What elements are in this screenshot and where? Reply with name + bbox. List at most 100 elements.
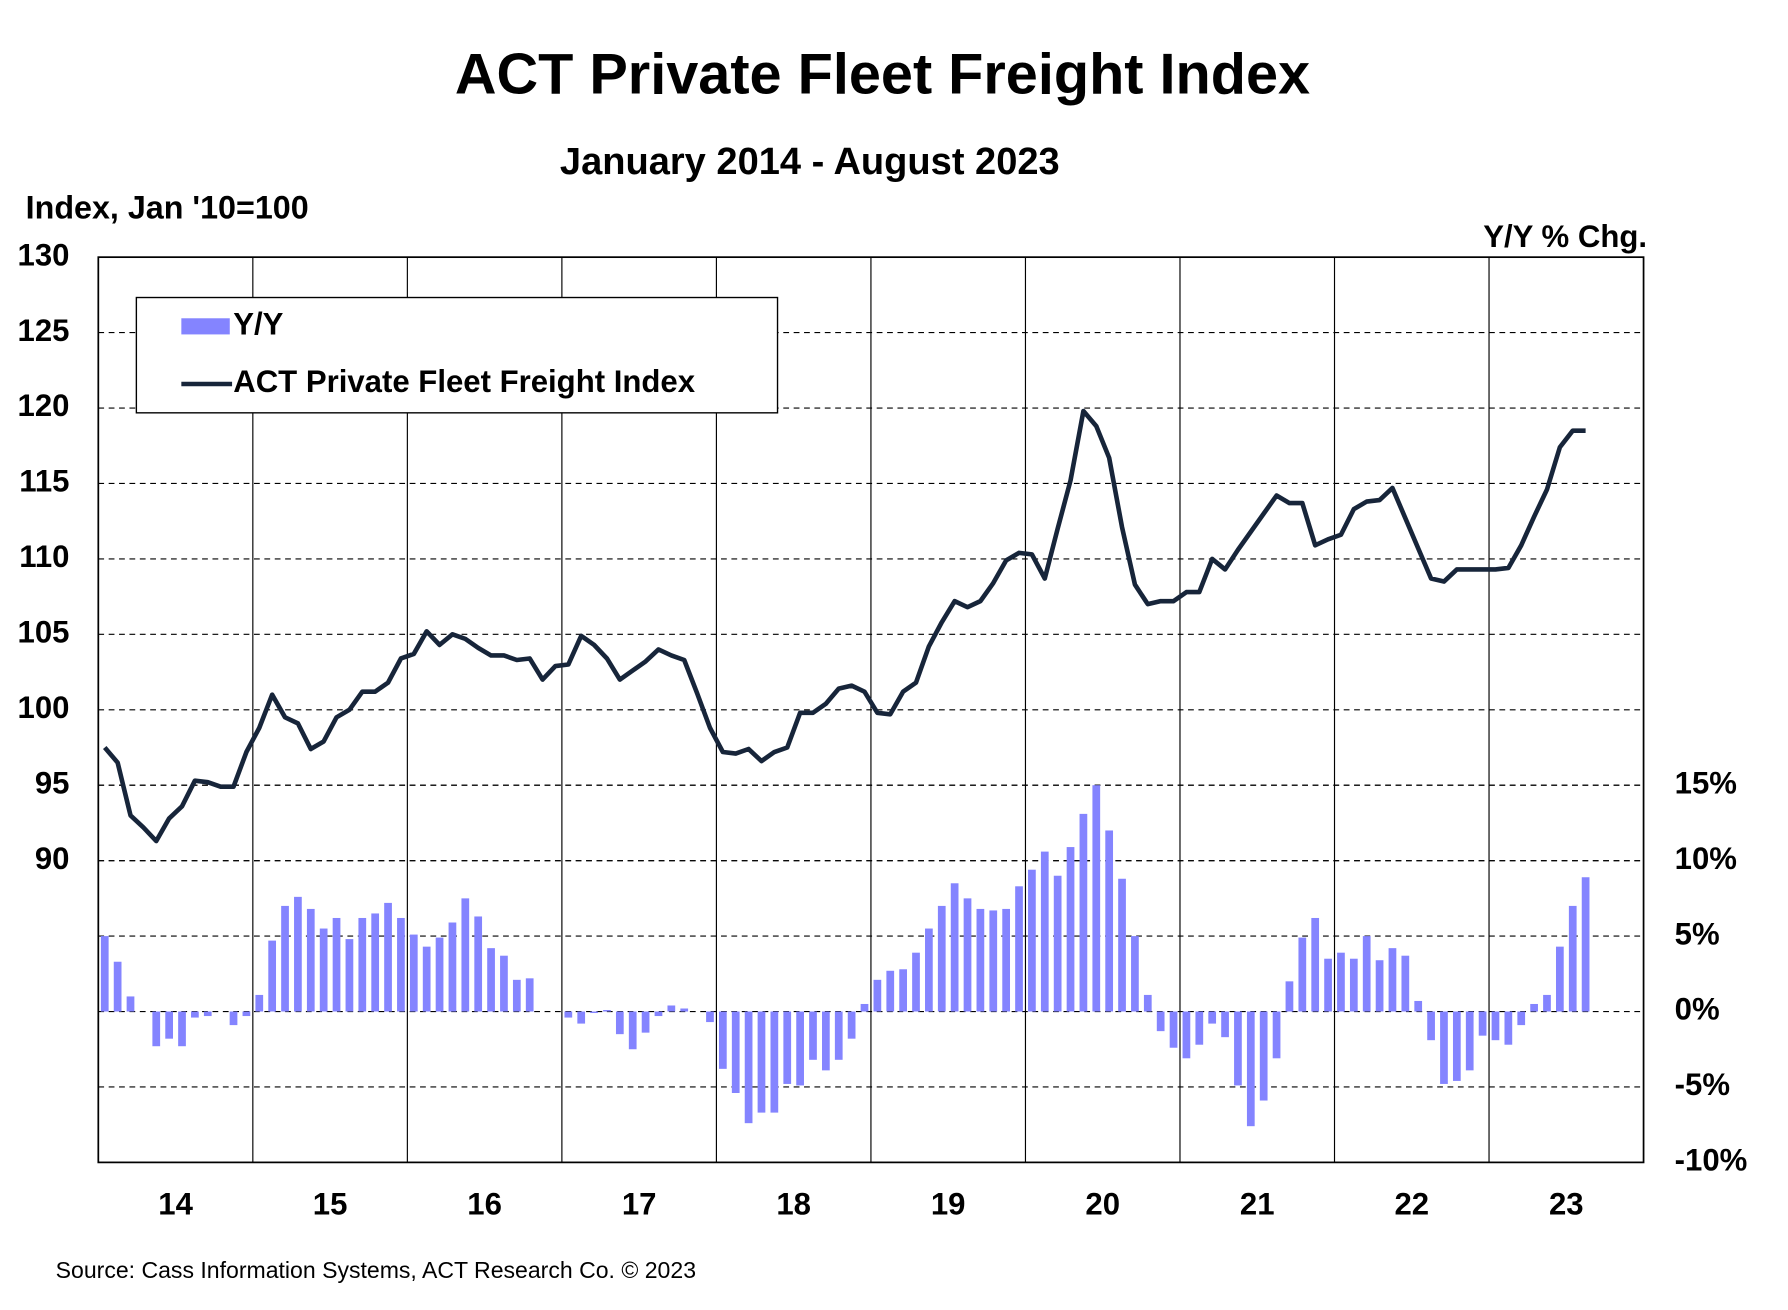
bar: [1337, 952, 1345, 1012]
y2-tick-label: 10%: [1675, 841, 1737, 876]
bar: [229, 1011, 238, 1026]
bar: [422, 946, 431, 1012]
bar: [1143, 994, 1152, 1012]
bar: [899, 969, 907, 1012]
bar: [718, 1011, 727, 1069]
bar: [1452, 1011, 1461, 1081]
bar: [126, 996, 135, 1012]
bar: [1040, 851, 1049, 1012]
bar: [281, 905, 289, 1012]
y-tick-label: 115: [19, 464, 69, 499]
bar: [641, 1011, 650, 1033]
bar: [912, 952, 920, 1012]
bar: [564, 1011, 573, 1018]
y-tick-label: 110: [19, 539, 69, 574]
bar: [1349, 958, 1358, 1012]
bar: [1530, 1003, 1538, 1012]
bar: [1285, 981, 1294, 1012]
y2-tick-label: 0%: [1675, 992, 1720, 1027]
y2-tick-label: 15%: [1675, 765, 1737, 800]
bar: [100, 936, 109, 1012]
y2-tick-label: 5%: [1675, 916, 1720, 951]
chart-title: ACT Private Fleet Freight Index: [455, 43, 1310, 107]
bar: [1079, 813, 1088, 1012]
bar: [873, 979, 882, 1012]
bar: [1118, 878, 1126, 1012]
bar: [1092, 785, 1101, 1012]
bar: [435, 937, 444, 1012]
bar: [1440, 1011, 1448, 1084]
bar: [384, 902, 392, 1012]
bar: [770, 1011, 779, 1113]
bar: [345, 939, 354, 1012]
bar: [461, 898, 470, 1012]
bar: [822, 1011, 830, 1071]
bar: [474, 916, 483, 1012]
x-tick-label: 21: [1240, 1186, 1275, 1221]
bar: [1504, 1011, 1513, 1045]
bar: [255, 994, 264, 1012]
bar: [1105, 830, 1114, 1012]
bar: [603, 1010, 611, 1012]
bar: [706, 1011, 714, 1023]
bar: [680, 1008, 689, 1012]
bar: [268, 940, 277, 1012]
x-tick-label: 22: [1394, 1186, 1429, 1221]
bar: [1427, 1011, 1435, 1041]
x-tick-label: 19: [931, 1186, 966, 1221]
bar: [1517, 1011, 1526, 1026]
bar: [925, 928, 933, 1012]
x-tick-label: 18: [776, 1186, 811, 1221]
bar: [525, 978, 534, 1012]
bar: [152, 1011, 161, 1047]
y2-tick-label: -10%: [1675, 1143, 1748, 1178]
bar: [306, 908, 315, 1012]
bar: [667, 1005, 676, 1012]
source-note: Source: Cass Information Systems, ACT Re…: [56, 1257, 696, 1283]
bar: [963, 898, 972, 1012]
bar: [886, 970, 895, 1012]
bar: [448, 922, 457, 1012]
bar: [397, 917, 405, 1012]
bar: [191, 1011, 199, 1018]
bar: [757, 1011, 766, 1113]
bar: [1053, 875, 1062, 1012]
bar: [1208, 1011, 1217, 1024]
bar: [1555, 946, 1564, 1012]
legend-swatch: [181, 318, 230, 335]
bar: [731, 1011, 740, 1093]
bar: [1182, 1011, 1191, 1059]
bar: [783, 1011, 792, 1084]
bar: [809, 1011, 817, 1060]
bar: [937, 905, 946, 1012]
bar: [1581, 877, 1590, 1012]
bar: [1195, 1011, 1204, 1045]
bar: [1362, 936, 1371, 1012]
y-tick-label: 100: [18, 690, 70, 725]
y-tick-label: 125: [18, 313, 70, 348]
bar: [628, 1011, 637, 1050]
y-tick-label: 120: [18, 388, 70, 423]
y2-tick-label: -5%: [1675, 1067, 1730, 1102]
bar: [744, 1011, 753, 1124]
legend-label: Y/Y: [233, 307, 283, 342]
bar: [1414, 1000, 1423, 1012]
bar: [590, 1011, 598, 1014]
bar: [1491, 1011, 1500, 1041]
bar: [577, 1011, 586, 1024]
bar: [976, 908, 985, 1012]
bar: [1002, 908, 1011, 1012]
bar: [487, 948, 495, 1012]
bar: [332, 917, 341, 1012]
legend-box: [135, 296, 779, 414]
bar: [1543, 994, 1551, 1012]
x-tick-label: 23: [1549, 1186, 1584, 1221]
y-tick-label: 130: [18, 237, 70, 272]
y-tick-label: 105: [18, 615, 70, 650]
bar: [113, 961, 122, 1012]
bar: [796, 1011, 804, 1086]
bar: [950, 883, 959, 1012]
bar: [1169, 1011, 1178, 1048]
x-tick-label: 20: [1085, 1186, 1120, 1221]
